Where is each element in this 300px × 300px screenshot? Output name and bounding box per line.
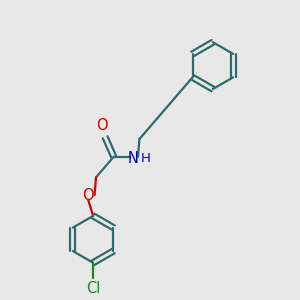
Text: O: O [96,118,107,133]
Text: O: O [82,188,94,202]
Text: Cl: Cl [86,281,100,296]
Text: N: N [128,151,138,166]
Text: H: H [141,152,151,165]
